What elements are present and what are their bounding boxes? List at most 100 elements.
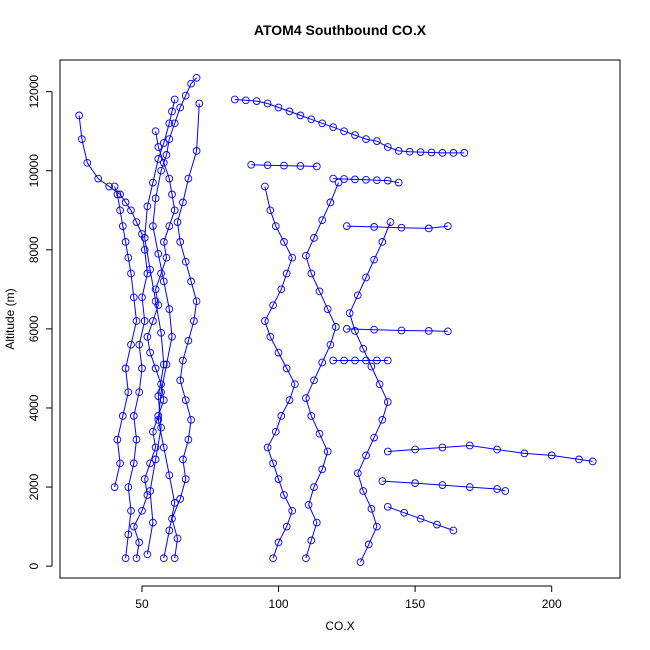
data-point	[373, 356, 381, 365]
data-point	[383, 502, 392, 511]
data-point	[427, 148, 436, 157]
data-point	[383, 143, 392, 151]
data-point	[438, 443, 447, 452]
data-point	[143, 332, 152, 341]
data-point	[149, 178, 157, 187]
data-series	[342, 222, 452, 233]
data-point	[405, 147, 414, 156]
data-point	[274, 348, 283, 357]
data-point	[345, 309, 354, 317]
data-series	[329, 356, 392, 365]
data-point	[588, 457, 597, 466]
data-point	[165, 526, 174, 535]
data-point	[159, 360, 168, 369]
data-point	[416, 148, 425, 156]
data-series	[378, 477, 510, 495]
data-point	[315, 429, 324, 438]
data-point	[192, 147, 201, 155]
series-line	[133, 131, 176, 559]
data-point	[411, 445, 419, 454]
data-point	[154, 155, 163, 163]
data-point	[151, 364, 160, 373]
data-point	[285, 396, 294, 404]
data-point	[310, 376, 318, 385]
y-tick-label: 12000	[27, 75, 41, 109]
data-point	[154, 301, 163, 310]
data-point	[157, 166, 165, 175]
data-point	[124, 388, 133, 397]
data-point	[110, 182, 119, 191]
data-point	[121, 554, 130, 563]
data-point	[165, 471, 174, 480]
data-point	[149, 427, 157, 436]
data-point	[83, 158, 92, 167]
data-point	[113, 435, 122, 444]
data-point	[433, 520, 441, 529]
data-point	[271, 427, 280, 436]
data-point	[266, 332, 275, 341]
data-series	[75, 111, 152, 563]
data-point	[373, 176, 381, 185]
data-point	[310, 234, 318, 242]
data-point	[340, 127, 348, 136]
y-tick-label: 4000	[27, 394, 41, 421]
data-point	[192, 297, 201, 306]
data-point	[263, 99, 272, 108]
data-point	[132, 218, 141, 226]
data-point	[307, 412, 316, 420]
data-point	[307, 269, 316, 278]
data-point	[356, 558, 365, 567]
data-point	[154, 392, 163, 400]
data-point	[386, 218, 395, 226]
data-point	[146, 459, 154, 468]
data-point	[140, 317, 149, 325]
data-point	[367, 504, 376, 513]
data-point	[157, 328, 165, 337]
data-point	[151, 127, 160, 136]
data-point	[397, 223, 406, 232]
data-point	[444, 327, 452, 336]
data-point	[241, 96, 250, 105]
data-point	[181, 475, 190, 483]
data-point	[424, 224, 433, 233]
data-point	[296, 111, 305, 120]
data-point	[140, 475, 149, 483]
data-point	[351, 356, 359, 365]
data-point	[187, 415, 195, 424]
data-point	[310, 483, 318, 491]
data-point	[230, 95, 239, 104]
data-point	[151, 455, 160, 464]
data-point	[351, 131, 359, 139]
data-point	[280, 238, 288, 246]
data-point	[159, 158, 168, 167]
y-axis-label: Altitude (m)	[3, 288, 17, 349]
data-point	[151, 285, 160, 294]
data-point	[138, 293, 146, 302]
data-point	[154, 143, 163, 151]
series-line	[171, 103, 200, 559]
data-point	[118, 412, 127, 420]
data-point	[263, 161, 272, 170]
data-point	[364, 540, 373, 549]
data-point	[318, 358, 327, 367]
data-layer	[75, 73, 597, 567]
data-point	[296, 162, 305, 170]
data-point	[118, 222, 127, 230]
data-point	[370, 223, 378, 231]
data-point	[75, 111, 83, 120]
data-point	[575, 455, 583, 464]
x-axis: 50 100 150 200	[135, 585, 562, 611]
data-point	[143, 202, 152, 211]
data-point	[274, 538, 283, 547]
data-point	[192, 73, 201, 82]
series-line	[387, 444, 593, 462]
data-point	[424, 327, 433, 335]
data-point	[184, 336, 193, 345]
data-point	[162, 253, 171, 262]
data-point	[176, 495, 185, 503]
data-point	[323, 305, 332, 313]
data-point	[362, 451, 370, 460]
data-point	[362, 175, 370, 184]
